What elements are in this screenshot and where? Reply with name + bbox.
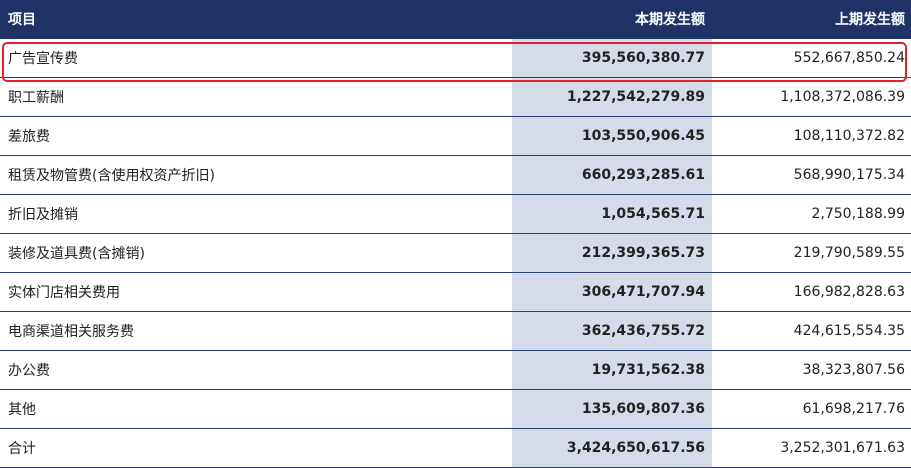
table-cell: 103,550,906.45 [512, 117, 712, 155]
table-row: 电商渠道相关服务费 362,436,755.72 424,615,554.35 [0, 312, 911, 351]
table-cell: 电商渠道相关服务费 [8, 324, 134, 340]
table-cell: 3,424,650,617.56 [512, 429, 712, 467]
table-cell: 660,293,285.61 [512, 156, 712, 194]
header-cell: 本期发生额 [635, 12, 705, 28]
table-cell: 362,436,755.72 [512, 312, 712, 350]
table-row: 折旧及摊销 1,054,565.71 2,750,188.99 [0, 195, 911, 234]
table-cell: 其他 [8, 402, 36, 418]
table-cell: 424,615,554.35 [793, 323, 905, 339]
table-cell: 108,110,372.82 [793, 128, 905, 144]
table-cell: 1,054,565.71 [512, 195, 712, 233]
header-cell: 上期发生额 [835, 12, 905, 28]
header-cell: 项目 [8, 12, 36, 28]
table-cell: 395,560,380.77 [512, 39, 712, 77]
table-row: 广告宣传费 395,560,380.77 552,667,850.24 [0, 39, 911, 78]
header-row: 项目 本期发生额 上期发生额 [0, 0, 911, 39]
table-cell: 差旅费 [8, 129, 50, 145]
table-cell: 212,399,365.73 [512, 234, 712, 272]
table-cell: 折旧及摊销 [8, 207, 78, 223]
table-row: 职工薪酬 1,227,542,279.89 1,108,372,086.39 [0, 78, 911, 117]
table-cell: 38,323,807.56 [802, 362, 905, 378]
table-cell: 2,750,188.99 [811, 206, 905, 222]
table-cell: 135,609,807.36 [512, 390, 712, 428]
table-cell: 装修及道具费(含摊销) [8, 246, 145, 262]
table-row: 其他 135,609,807.36 61,698,217.76 [0, 390, 911, 429]
table-cell: 219,790,589.55 [793, 245, 905, 261]
table-row: 差旅费 103,550,906.45 108,110,372.82 [0, 117, 911, 156]
table-cell: 广告宣传费 [8, 51, 78, 67]
table-row: 实体门店相关费用 306,471,707.94 166,982,828.63 [0, 273, 911, 312]
table-cell: 1,227,542,279.89 [512, 78, 712, 116]
table-cell: 552,667,850.24 [793, 50, 905, 66]
table-cell: 实体门店相关费用 [8, 285, 120, 301]
table-cell: 306,471,707.94 [512, 273, 712, 311]
table-cell: 办公费 [8, 363, 50, 379]
table-cell: 3,252,301,671.63 [780, 440, 905, 456]
table-cell: 租赁及物管费(含使用权资产折旧) [8, 168, 215, 184]
table-cell: 568,990,175.34 [793, 167, 905, 183]
table-cell: 166,982,828.63 [793, 284, 905, 300]
table-cell: 职工薪酬 [8, 90, 64, 106]
table-row: 合计 3,424,650,617.56 3,252,301,671.63 [0, 429, 911, 468]
table-cell: 1,108,372,086.39 [780, 89, 905, 105]
table-row: 办公费 19,731,562.38 38,323,807.56 [0, 351, 911, 390]
table-row: 租赁及物管费(含使用权资产折旧) 660,293,285.61 568,990,17… [0, 156, 911, 195]
table-row: 装修及道具费(含摊销) 212,399,365.73 219,790,589.55 [0, 234, 911, 273]
table-cell: 19,731,562.38 [512, 351, 712, 389]
table-cell: 61,698,217.76 [802, 401, 905, 417]
table-cell: 合计 [8, 441, 36, 457]
